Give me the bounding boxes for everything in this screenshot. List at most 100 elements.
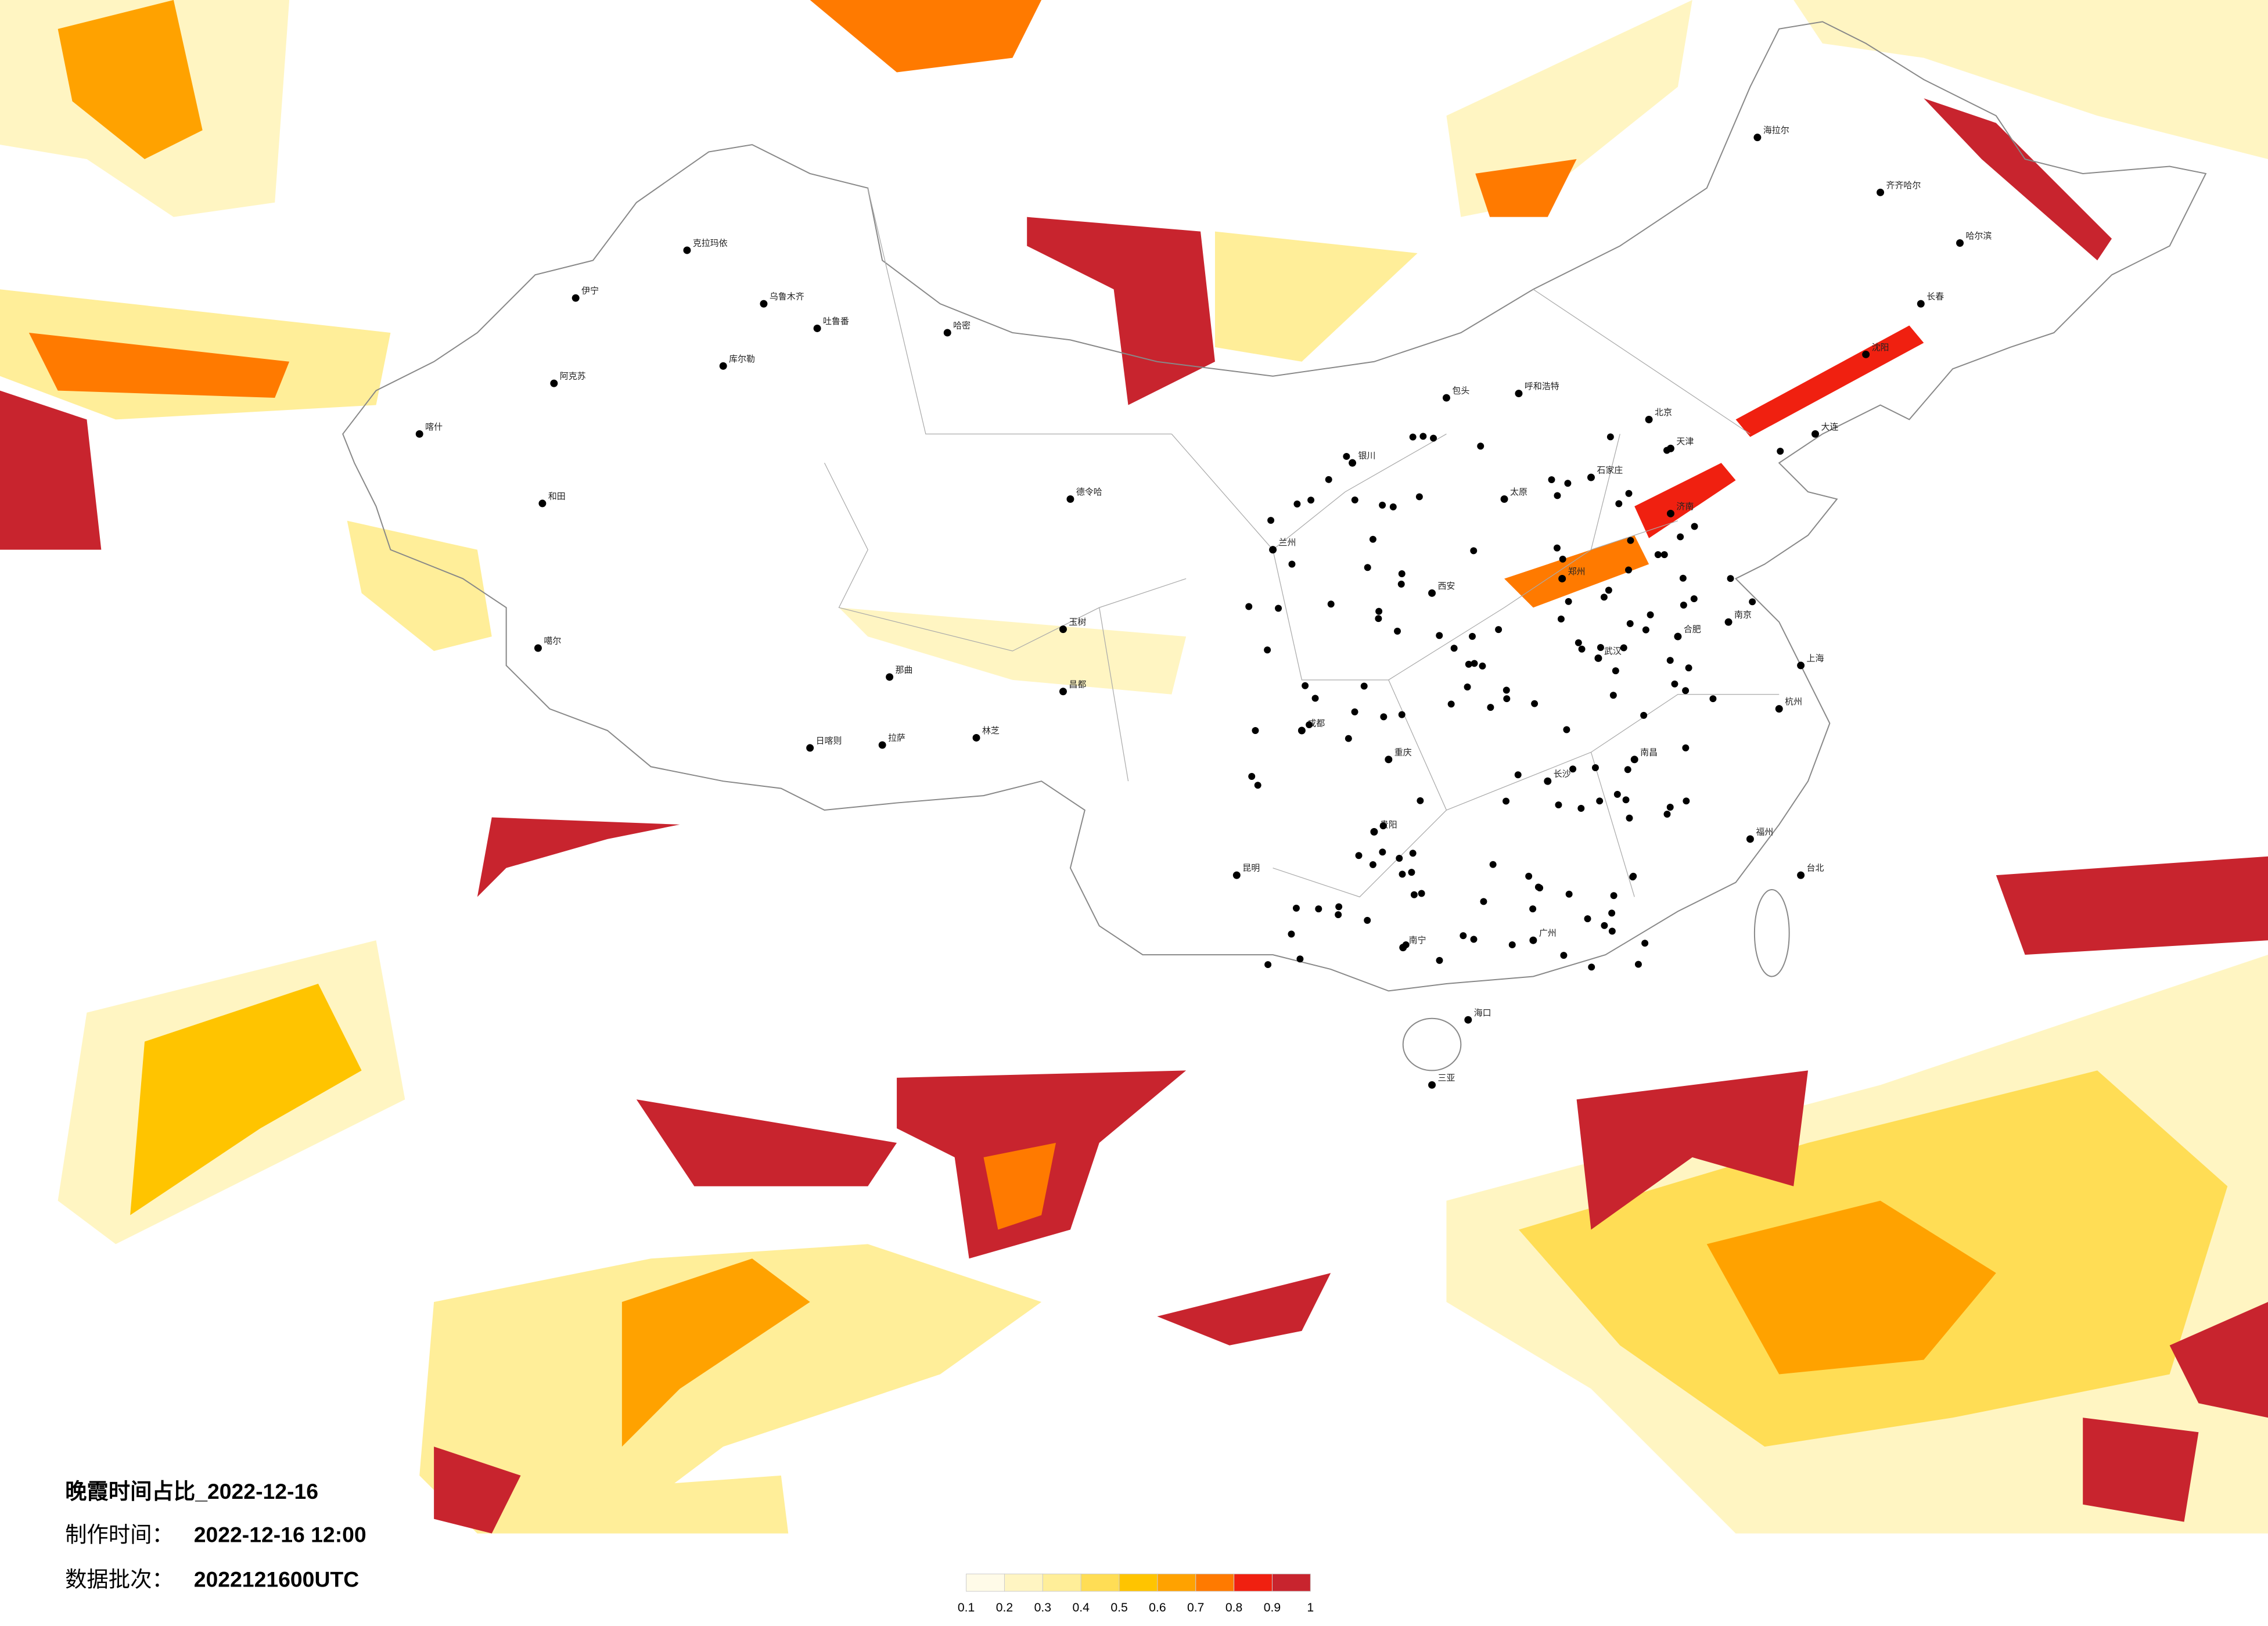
cloud-patch (0, 390, 102, 550)
station-dot (1529, 905, 1537, 913)
city-dot (886, 673, 894, 681)
cloud-patch (578, 1475, 789, 1534)
city-label: 海拉尔 (1763, 125, 1789, 135)
station-dot (1399, 870, 1406, 878)
station-dot (1660, 551, 1668, 559)
station-dot (1608, 927, 1616, 935)
city-dot (1746, 835, 1754, 843)
station-dot (1296, 955, 1304, 963)
station-dot (1690, 595, 1698, 603)
city-dot (1558, 574, 1566, 582)
station-dot (1254, 782, 1261, 789)
station-dot (1610, 892, 1618, 900)
station-dot (1480, 898, 1487, 905)
station-dot (1709, 695, 1717, 703)
city-label: 武汉 (1604, 646, 1622, 656)
city-label: 长春 (1926, 292, 1944, 302)
cloud-patch (1446, 0, 1692, 217)
city-dot (1724, 618, 1733, 626)
station-dot (1410, 891, 1418, 898)
city-label: 那曲 (896, 665, 913, 675)
station-dot (1417, 797, 1424, 804)
station-dot (1394, 627, 1401, 635)
city-label: 天津 (1676, 437, 1694, 447)
station-dot (1375, 607, 1383, 615)
city-label: 齐齐哈尔 (1886, 181, 1921, 190)
station-dot (1360, 682, 1368, 690)
station-dot (1605, 587, 1612, 594)
country-outline (342, 21, 2207, 992)
station-dot (1626, 814, 1633, 822)
cloud-patch (2083, 1418, 2199, 1522)
station-dot (1569, 765, 1577, 773)
station-dot (1560, 952, 1568, 959)
city-dot (1877, 188, 1885, 196)
station-dot (1369, 535, 1376, 543)
station-dot (1626, 620, 1634, 627)
station-dot (1564, 480, 1572, 487)
station-dot (1264, 646, 1271, 654)
colorbar-tick-label: 0.5 (1110, 1601, 1127, 1614)
station-dot (1727, 575, 1734, 582)
station-dot (1597, 644, 1604, 651)
city-dot (760, 300, 768, 308)
city-label: 拉萨 (888, 733, 905, 743)
city-dot (1811, 430, 1819, 438)
city-dot (806, 744, 814, 752)
station-dot (1596, 797, 1604, 805)
cloud-patch (1996, 856, 2268, 955)
station-dot (1640, 711, 1648, 719)
city-label: 福州 (1756, 827, 1773, 837)
cloud-patch (28, 332, 290, 398)
city-dot (878, 741, 886, 749)
station-dot (1267, 517, 1275, 524)
cloud-patch (810, 0, 1042, 73)
city-dot (534, 644, 542, 652)
station-dot (1624, 766, 1631, 774)
city-dot (415, 430, 423, 438)
colorbar-box (1119, 1573, 1158, 1592)
cloud-patch (347, 520, 492, 651)
station-dot (1436, 632, 1443, 639)
city-dot (1442, 394, 1450, 402)
colorbar-tick-label: 0.2 (996, 1601, 1013, 1614)
city-dot (538, 499, 547, 508)
station-dot (1666, 657, 1674, 664)
station-dot (1252, 727, 1259, 734)
cloud-patch (636, 1099, 897, 1186)
station-dot (1369, 861, 1376, 868)
station-dot (1430, 434, 1437, 442)
station-dot (1666, 804, 1674, 811)
station-dot (1503, 686, 1510, 694)
station-dot (1307, 497, 1315, 504)
city-dot (1797, 661, 1805, 670)
province-lines (824, 188, 1780, 898)
station-dot (1647, 611, 1654, 618)
city-label: 哈密 (953, 321, 971, 330)
station-dot (1553, 544, 1561, 552)
city-label: 克拉玛依 (693, 238, 728, 248)
station-dot (1375, 615, 1382, 623)
station-dot (1409, 433, 1417, 441)
city-dot (1917, 300, 1925, 308)
city-label: 石家庄 (1597, 465, 1623, 476)
city-label: 吐鲁番 (823, 316, 849, 326)
city-dot (1645, 415, 1653, 423)
station-dot (1514, 771, 1522, 779)
station-dot (1671, 680, 1678, 688)
station-dot (1450, 645, 1458, 652)
city-dot (1385, 756, 1393, 764)
city-label: 德令哈 (1076, 487, 1102, 497)
city-dot (1370, 828, 1378, 836)
station-dot (1577, 805, 1585, 812)
colorbar-tick-label: 0.9 (1264, 1601, 1281, 1614)
cloud-patch (1706, 1200, 1996, 1375)
station-dot (1685, 664, 1692, 672)
city-label: 和田 (548, 491, 566, 501)
station-dot (1364, 916, 1371, 924)
city-label: 重庆 (1394, 747, 1412, 757)
station-dot (1364, 564, 1371, 571)
cloud-patch (1634, 463, 1736, 538)
city-dot (813, 325, 821, 332)
